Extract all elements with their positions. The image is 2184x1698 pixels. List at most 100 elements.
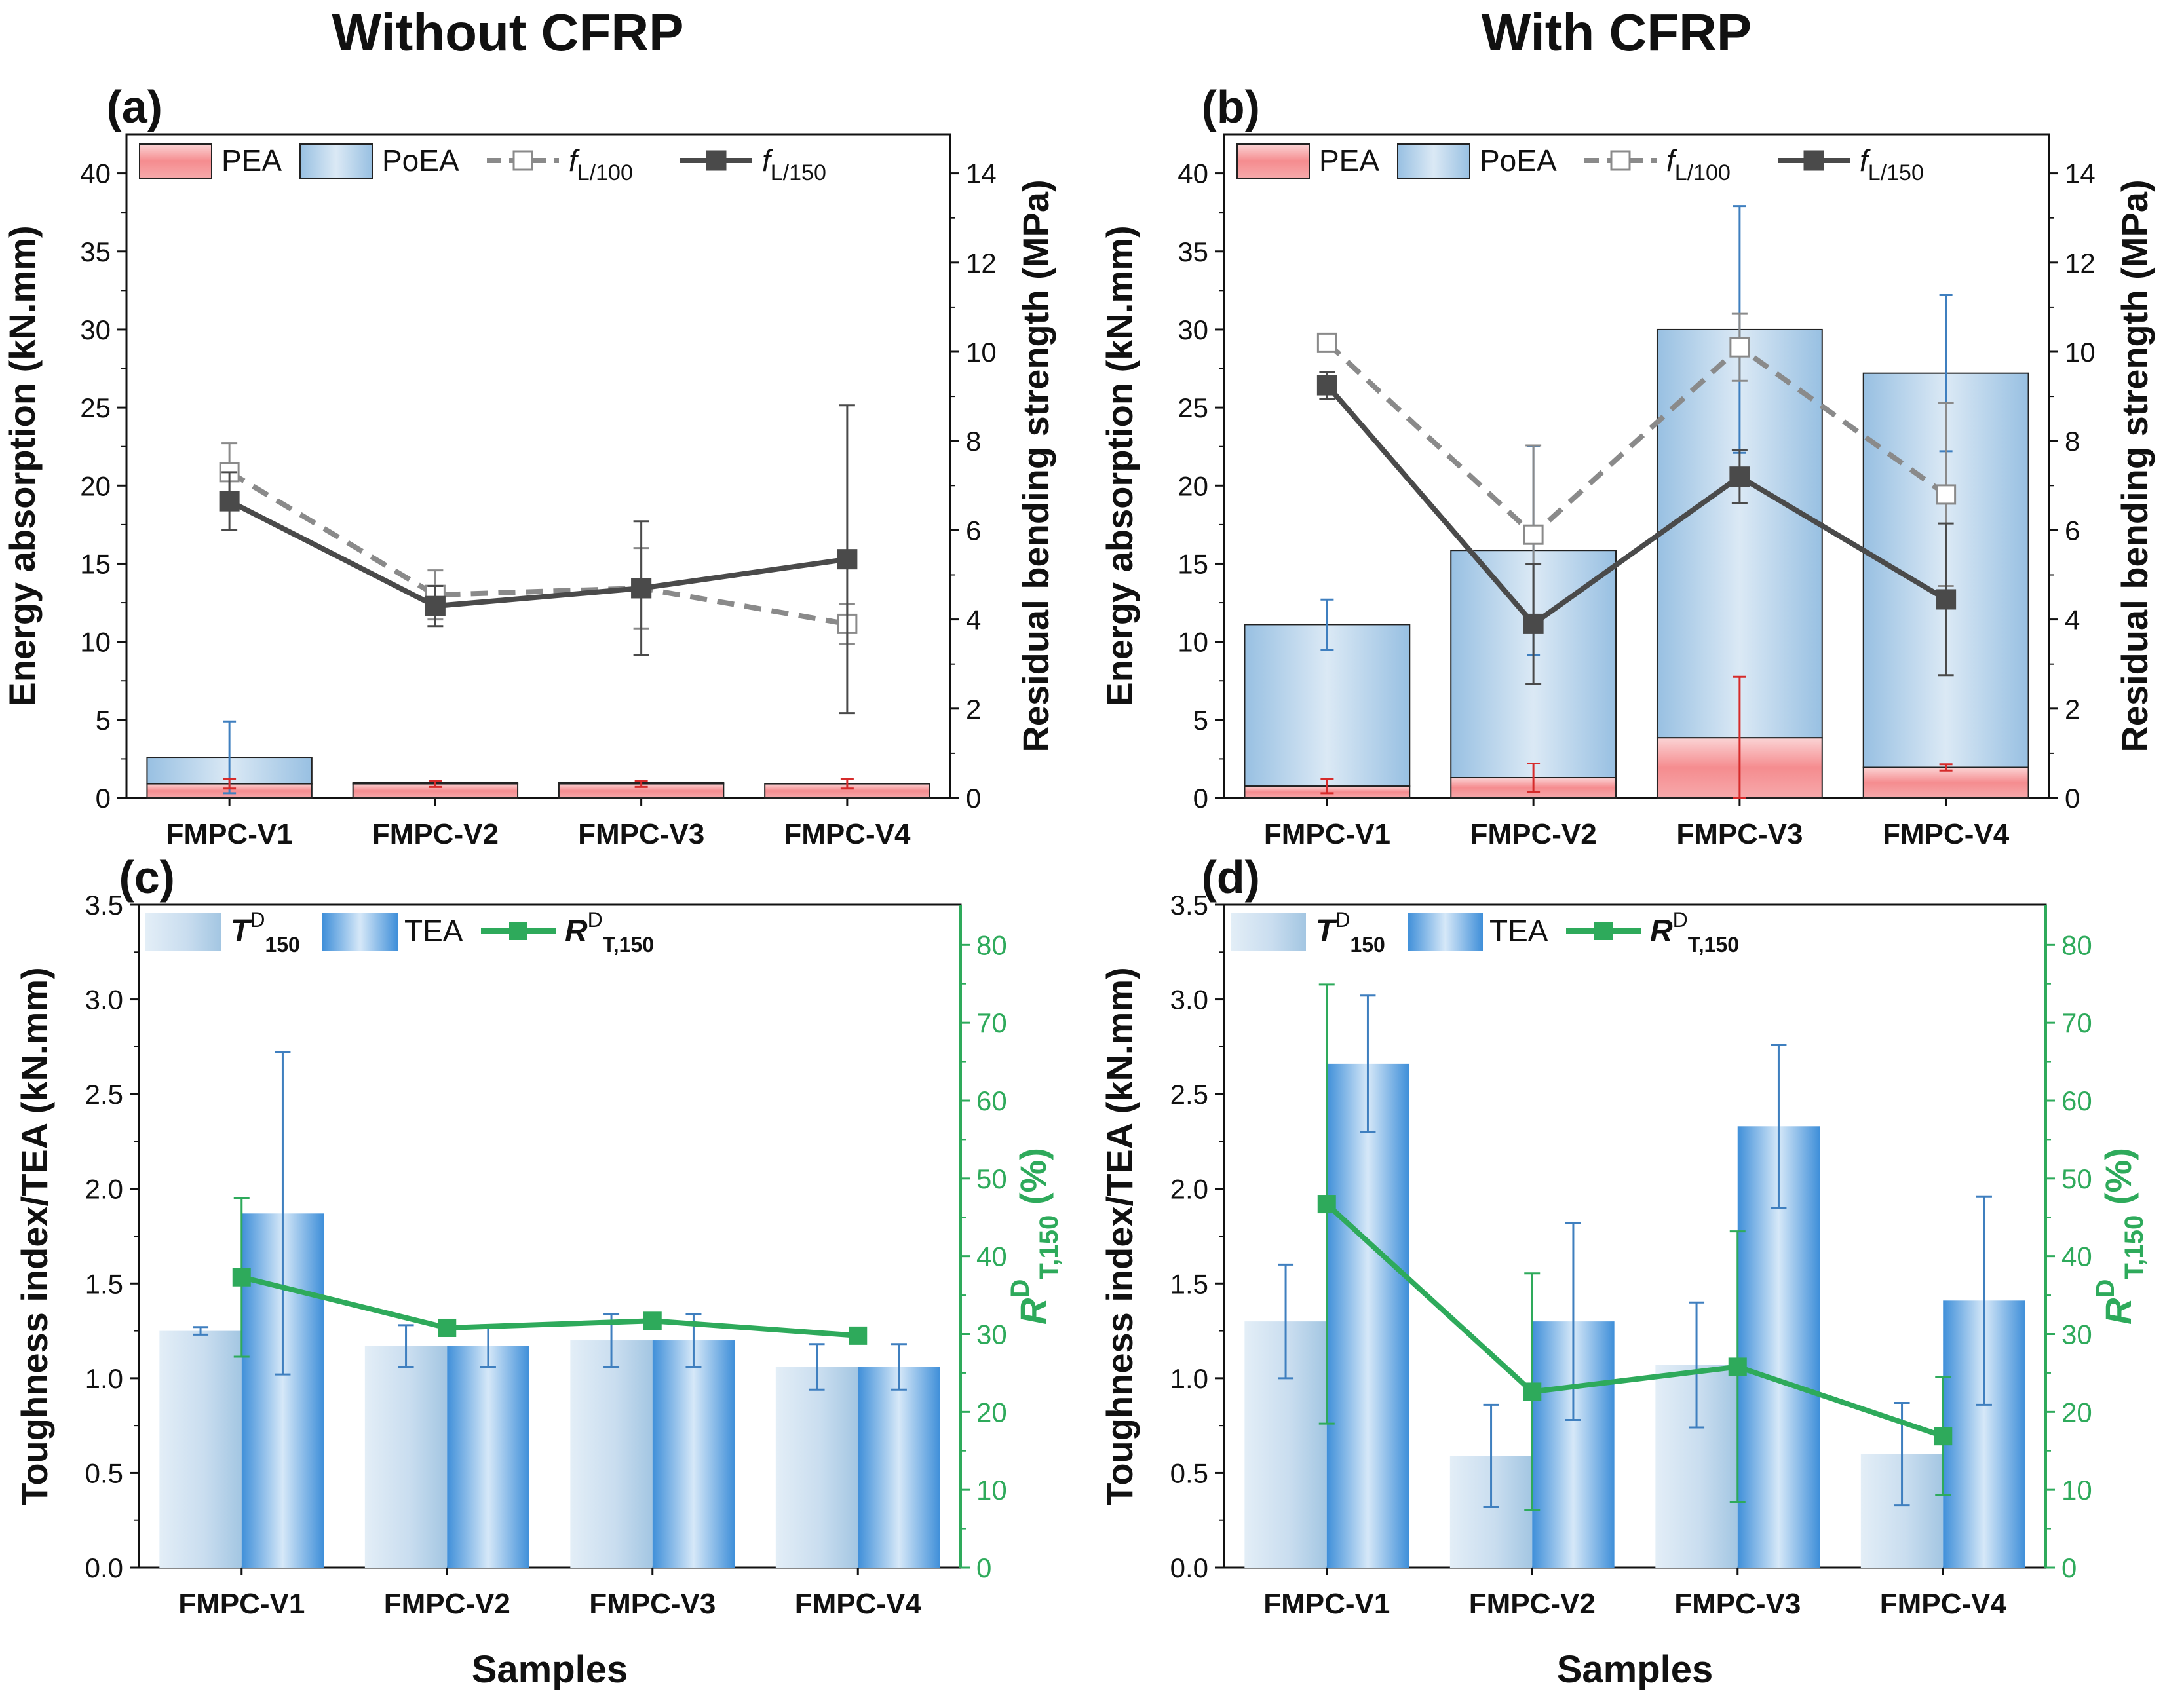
right-tick-label: 10 [2065,337,2096,368]
x-tick-label: FMPC-V1 [178,1588,305,1620]
left-tick-label: 5 [96,705,111,736]
y-right-label-part: D [1006,1279,1035,1298]
f-l150-marker [1316,375,1337,396]
f-l150-line [1325,383,1947,628]
right-tick-label: 14 [2065,159,2096,189]
legend-marker-rd [509,922,527,940]
right-tick-label: 6 [966,515,981,546]
right-tick-label: 50 [2061,1163,2092,1194]
legend-label-td-part: 150 [265,933,299,956]
x-tick-label: FMPC-V3 [1676,818,1803,850]
f-l100-marker [1729,337,1750,358]
x-tick-label: FMPC-V3 [1674,1588,1801,1620]
legend-label-td-part: T [1316,914,1337,949]
f-l150-marker [1523,613,1544,634]
panel-a: 0 5 10 15 20 25 30 35 40 0 2 4 6 8 10 12 14 FMPC-V1 FMPC-V… [1,81,1056,850]
column-title-with-cfrp: With CFRP [1481,3,1752,62]
left-tick-label: 0 [1193,783,1208,814]
legend-label-f100-part: L/100 [577,160,633,185]
left-tick-label: 1.5 [1170,1268,1208,1299]
y-right-label: RDT,150 (%) [1006,1148,1063,1325]
x-tick-label: FMPC-V4 [784,818,911,850]
left-tick-label: 10 [80,627,111,658]
left-tick-label: 20 [1178,470,1208,501]
left-tick-label: 3.0 [1170,985,1208,1015]
right-tick-label: 8 [2065,426,2080,457]
x-tick-label: FMPC-V4 [795,1588,922,1620]
legend-label-f100: fL/100 [569,143,633,185]
panel-label: (d) [1202,852,1260,903]
right-tick-label: 6 [2065,515,2080,546]
legend-label-rd: RDT,150 [565,908,654,956]
left-tick-label: 30 [1178,314,1208,345]
right-tick-label: 30 [976,1319,1007,1349]
legend-label-rd-part: R [1650,914,1673,949]
y-right-label-part: T,150 [1035,1215,1063,1279]
right-tick-label: 80 [976,930,1007,960]
right-tick-label: 0 [2061,1553,2077,1583]
rd-marker [232,1268,251,1287]
left-tick-label: 3.0 [85,985,123,1015]
right-tick-label: 2 [966,694,981,725]
right-tick-label: 70 [976,1008,1007,1038]
left-tick-label: 5 [1193,705,1208,736]
y-right-label-part: T,150 [2120,1215,2149,1279]
f-l150-marker [631,578,652,599]
right-tick-label: 12 [2065,248,2096,278]
legend-label-rd-part: D [1673,908,1688,932]
legend-label-f150-part: f [762,143,773,178]
rd-marker [1934,1427,1953,1446]
left-tick-label: 1.5 [85,1268,123,1299]
legend-label-td: TD150 [1316,908,1385,956]
legend-marker-f100 [1610,150,1631,171]
panel-d: 0.0 0.5 1.0 1.5 2.0 2.5 3.0 3.5 0 10 20 30 40 50 60 70 8… [1099,852,2149,1691]
f-l100-line [228,470,848,627]
right-tick-label: 70 [2061,1008,2092,1038]
rd-marker [1728,1357,1747,1376]
legend-label-td-part: T [231,914,252,949]
left-tick-label: 40 [80,159,111,189]
legend-marker-f100 [512,150,533,171]
left-tick-label: 0.5 [85,1458,123,1488]
x-tick-label: FMPC-V2 [1470,818,1597,850]
left-tick-label: 2.5 [1170,1079,1208,1110]
legend-label-f150-part: f [1860,143,1871,178]
panel-label: (c) [119,852,175,903]
legend-label-f150: fL/150 [762,143,826,185]
y-right-label: Residual bending strength (MPa) [1015,179,1056,752]
f-l150-marker [1936,589,1957,610]
tea-bar [1326,1063,1409,1568]
pea-bar [1862,766,2029,799]
right-tick-label: 8 [966,426,981,457]
rd-marker [1317,1195,1336,1214]
y-right-label-part: R [1012,1298,1054,1325]
left-tick-label: 35 [80,236,111,267]
right-tick-label: 10 [966,337,997,368]
left-tick-label: 0.0 [85,1553,123,1583]
left-tick-label: 35 [1178,236,1208,267]
y-left-label: Energy absorption (kN.mm) [1,225,43,706]
y-right-label: Residual bending strength (MPa) [2114,179,2155,752]
rd-marker [849,1326,868,1345]
panel-c: 0.0 0.5 1.0 1.5 2.0 2.5 3.0 3.5 0 10 20 30 40 50 60 70 8… [14,852,1063,1691]
y-left-label: Toughness index/TEA (kN.mm) [14,967,55,1505]
f-l150-marker [837,549,858,570]
tea-bar [858,1367,940,1568]
f-l150-marker [219,491,240,512]
legend-swatch-poea [1397,143,1470,179]
right-tick-label: 0 [966,783,981,814]
legend-label-poea: PoEA [1480,143,1557,178]
left-tick-label: 3.5 [85,890,123,920]
y-right-label-part: D [2091,1279,2120,1298]
panel-b: 0 5 10 15 20 25 30 35 40 0 2 4 6 8 10 12 14 FMPC-V1 FMPC-V… [1099,81,2155,850]
right-tick-label: 10 [976,1475,1007,1505]
x-tick-label: FMPC-V2 [384,1588,510,1620]
left-tick-label: 25 [80,392,111,423]
rd-line [1325,1202,1944,1439]
left-tick-label: 0.0 [1170,1553,1208,1583]
legend-swatch-pea [1236,143,1310,179]
f-l100-marker [1523,524,1544,545]
left-tick-label: 2.0 [1170,1174,1208,1205]
f-l100-marker [1316,332,1337,353]
